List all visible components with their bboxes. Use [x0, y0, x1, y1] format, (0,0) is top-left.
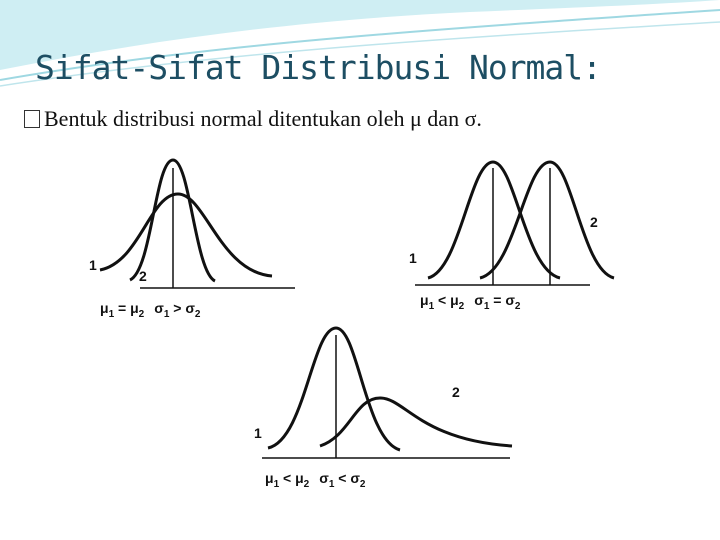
- caption: μ1 < μ2 σ1 < σ2: [265, 470, 365, 490]
- diagram-3: [262, 326, 513, 459]
- curve-label: 2: [139, 268, 147, 284]
- curve: [479, 160, 615, 280]
- subscript: 2: [458, 300, 465, 312]
- subscript: 1: [163, 308, 170, 320]
- symbol: μ: [420, 292, 429, 308]
- subscript: 2: [194, 308, 201, 320]
- caption: μ1 < μ2 σ1 = σ2: [420, 292, 520, 312]
- symbol: < μ: [279, 470, 304, 486]
- symbol: σ: [154, 300, 164, 316]
- bullet: [24, 110, 40, 128]
- curve-label: 1: [254, 425, 262, 441]
- subscript: 2: [138, 308, 145, 320]
- subtitle: Bentuk distribusi normal ditentukan oleh…: [44, 106, 482, 131]
- symbol: σ: [319, 470, 329, 486]
- curve: [129, 158, 216, 283]
- diagram-2: [415, 160, 615, 286]
- curve-label: 2: [590, 214, 598, 230]
- symbol: μ: [100, 300, 109, 316]
- curve-label: 2: [452, 384, 460, 400]
- curve-label: 1: [409, 250, 417, 266]
- curve-label: 1: [89, 257, 97, 273]
- header-wave-line: [0, 9, 720, 81]
- symbol: > σ: [169, 300, 195, 316]
- symbol: < σ: [334, 470, 360, 486]
- symbol: = σ: [489, 292, 515, 308]
- subscript: 1: [108, 308, 115, 320]
- subscript: 1: [273, 478, 280, 490]
- curve: [427, 160, 561, 280]
- caption: μ1 = μ2 σ1 > σ2: [100, 300, 200, 320]
- subscript: 1: [428, 300, 435, 312]
- symbol: < μ: [434, 292, 459, 308]
- header-wave-line: [0, 21, 720, 87]
- symbol: σ: [474, 292, 484, 308]
- symbol: = μ: [114, 300, 139, 316]
- title: Sifat-Sifat Distribusi Normal:: [35, 48, 602, 87]
- curve: [99, 192, 273, 278]
- subscript: 1: [328, 478, 335, 490]
- header-wave: [0, 0, 720, 70]
- diagram-1: [99, 158, 295, 289]
- subscript: 2: [303, 478, 310, 490]
- subscript: 2: [359, 478, 366, 490]
- symbol: μ: [265, 470, 274, 486]
- subscript: 2: [514, 300, 521, 312]
- subscript: 1: [483, 300, 490, 312]
- curve: [267, 326, 401, 452]
- curve: [319, 396, 513, 448]
